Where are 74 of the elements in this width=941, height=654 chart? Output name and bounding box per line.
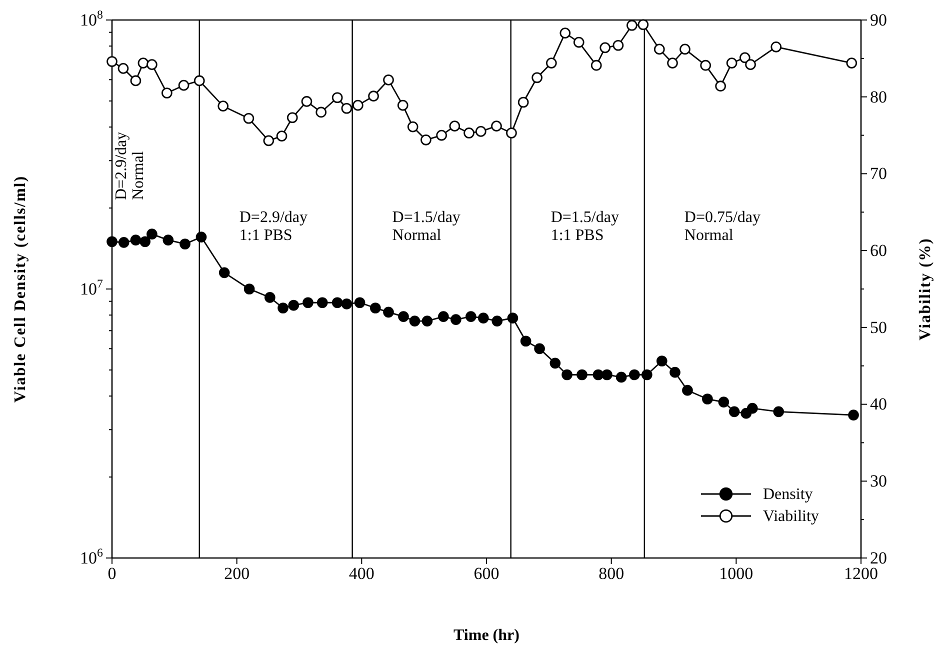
point	[550, 358, 561, 369]
y2-tick-label: 30	[870, 472, 887, 491]
legend-label: Density	[763, 486, 813, 503]
point	[616, 372, 627, 383]
point	[520, 336, 532, 347]
y2-tick-label: 80	[870, 87, 887, 106]
point	[288, 300, 300, 311]
point	[180, 238, 190, 250]
point	[354, 297, 366, 308]
point	[140, 236, 150, 248]
y2-tick-label: 70	[870, 164, 887, 184]
y-tick-label: 10$^{8}$	[80, 7, 104, 30]
x-tick-label: 0	[108, 564, 116, 584]
point	[702, 394, 713, 404]
point	[438, 311, 449, 322]
point	[773, 406, 784, 418]
x-tick-label: 400	[348, 564, 374, 584]
point	[422, 316, 433, 326]
point	[728, 406, 740, 418]
point	[244, 284, 255, 294]
y2-tick-label: 40	[870, 394, 887, 414]
x-tick-label: 800	[598, 564, 624, 584]
point	[682, 384, 693, 396]
point	[370, 302, 381, 314]
point	[383, 306, 394, 318]
point	[264, 292, 276, 303]
point	[409, 316, 420, 326]
y2-tick-label: 50	[870, 318, 887, 337]
point	[218, 267, 230, 278]
point	[196, 232, 207, 242]
legend-label: Viability	[763, 508, 819, 525]
point	[592, 369, 604, 380]
point	[656, 356, 668, 366]
point	[534, 343, 545, 354]
annotation: D=2.9/day 1:1 PBS	[239, 209, 308, 244]
annotation: D=1.5/day 1:1 PBS	[550, 209, 619, 244]
point	[130, 234, 142, 246]
point	[302, 297, 314, 308]
point	[576, 369, 588, 380]
x-tick-label: 200	[224, 564, 250, 584]
annotation: D=1.5/day Normal	[392, 209, 460, 244]
point	[118, 237, 130, 248]
y2-tick-label: 60	[870, 241, 887, 260]
point	[106, 236, 118, 248]
annotation: D=0.75/day Normal	[684, 209, 761, 244]
point	[718, 396, 730, 408]
point	[492, 316, 503, 326]
point	[670, 366, 680, 378]
point	[848, 410, 859, 420]
point	[746, 402, 758, 414]
point	[332, 297, 343, 308]
y2-tick-label: 90	[870, 10, 887, 30]
x-tick-label: 600	[474, 564, 500, 584]
x-tick-label: 1000	[719, 564, 754, 584]
point	[562, 369, 572, 380]
point	[629, 369, 640, 380]
y2-axis-title: Viability (%)	[917, 238, 934, 340]
point	[162, 234, 174, 246]
point	[278, 302, 288, 314]
point	[602, 369, 612, 380]
point	[398, 311, 409, 322]
point	[507, 312, 518, 324]
point	[450, 314, 462, 325]
annotation: D=2.9/day Normal	[113, 132, 147, 200]
point	[465, 311, 476, 322]
point	[146, 228, 158, 240]
point	[316, 297, 328, 308]
y-tick-label: 10$^{6}$	[80, 545, 104, 568]
y-axis-title: Viable Cell Density (cells/ml)	[12, 175, 29, 403]
point	[641, 369, 652, 380]
x-axis-title: Time (hr)	[454, 627, 520, 644]
point	[478, 312, 489, 324]
y-tick-label: 10$^{7}$	[80, 276, 104, 298]
point	[341, 298, 352, 310]
